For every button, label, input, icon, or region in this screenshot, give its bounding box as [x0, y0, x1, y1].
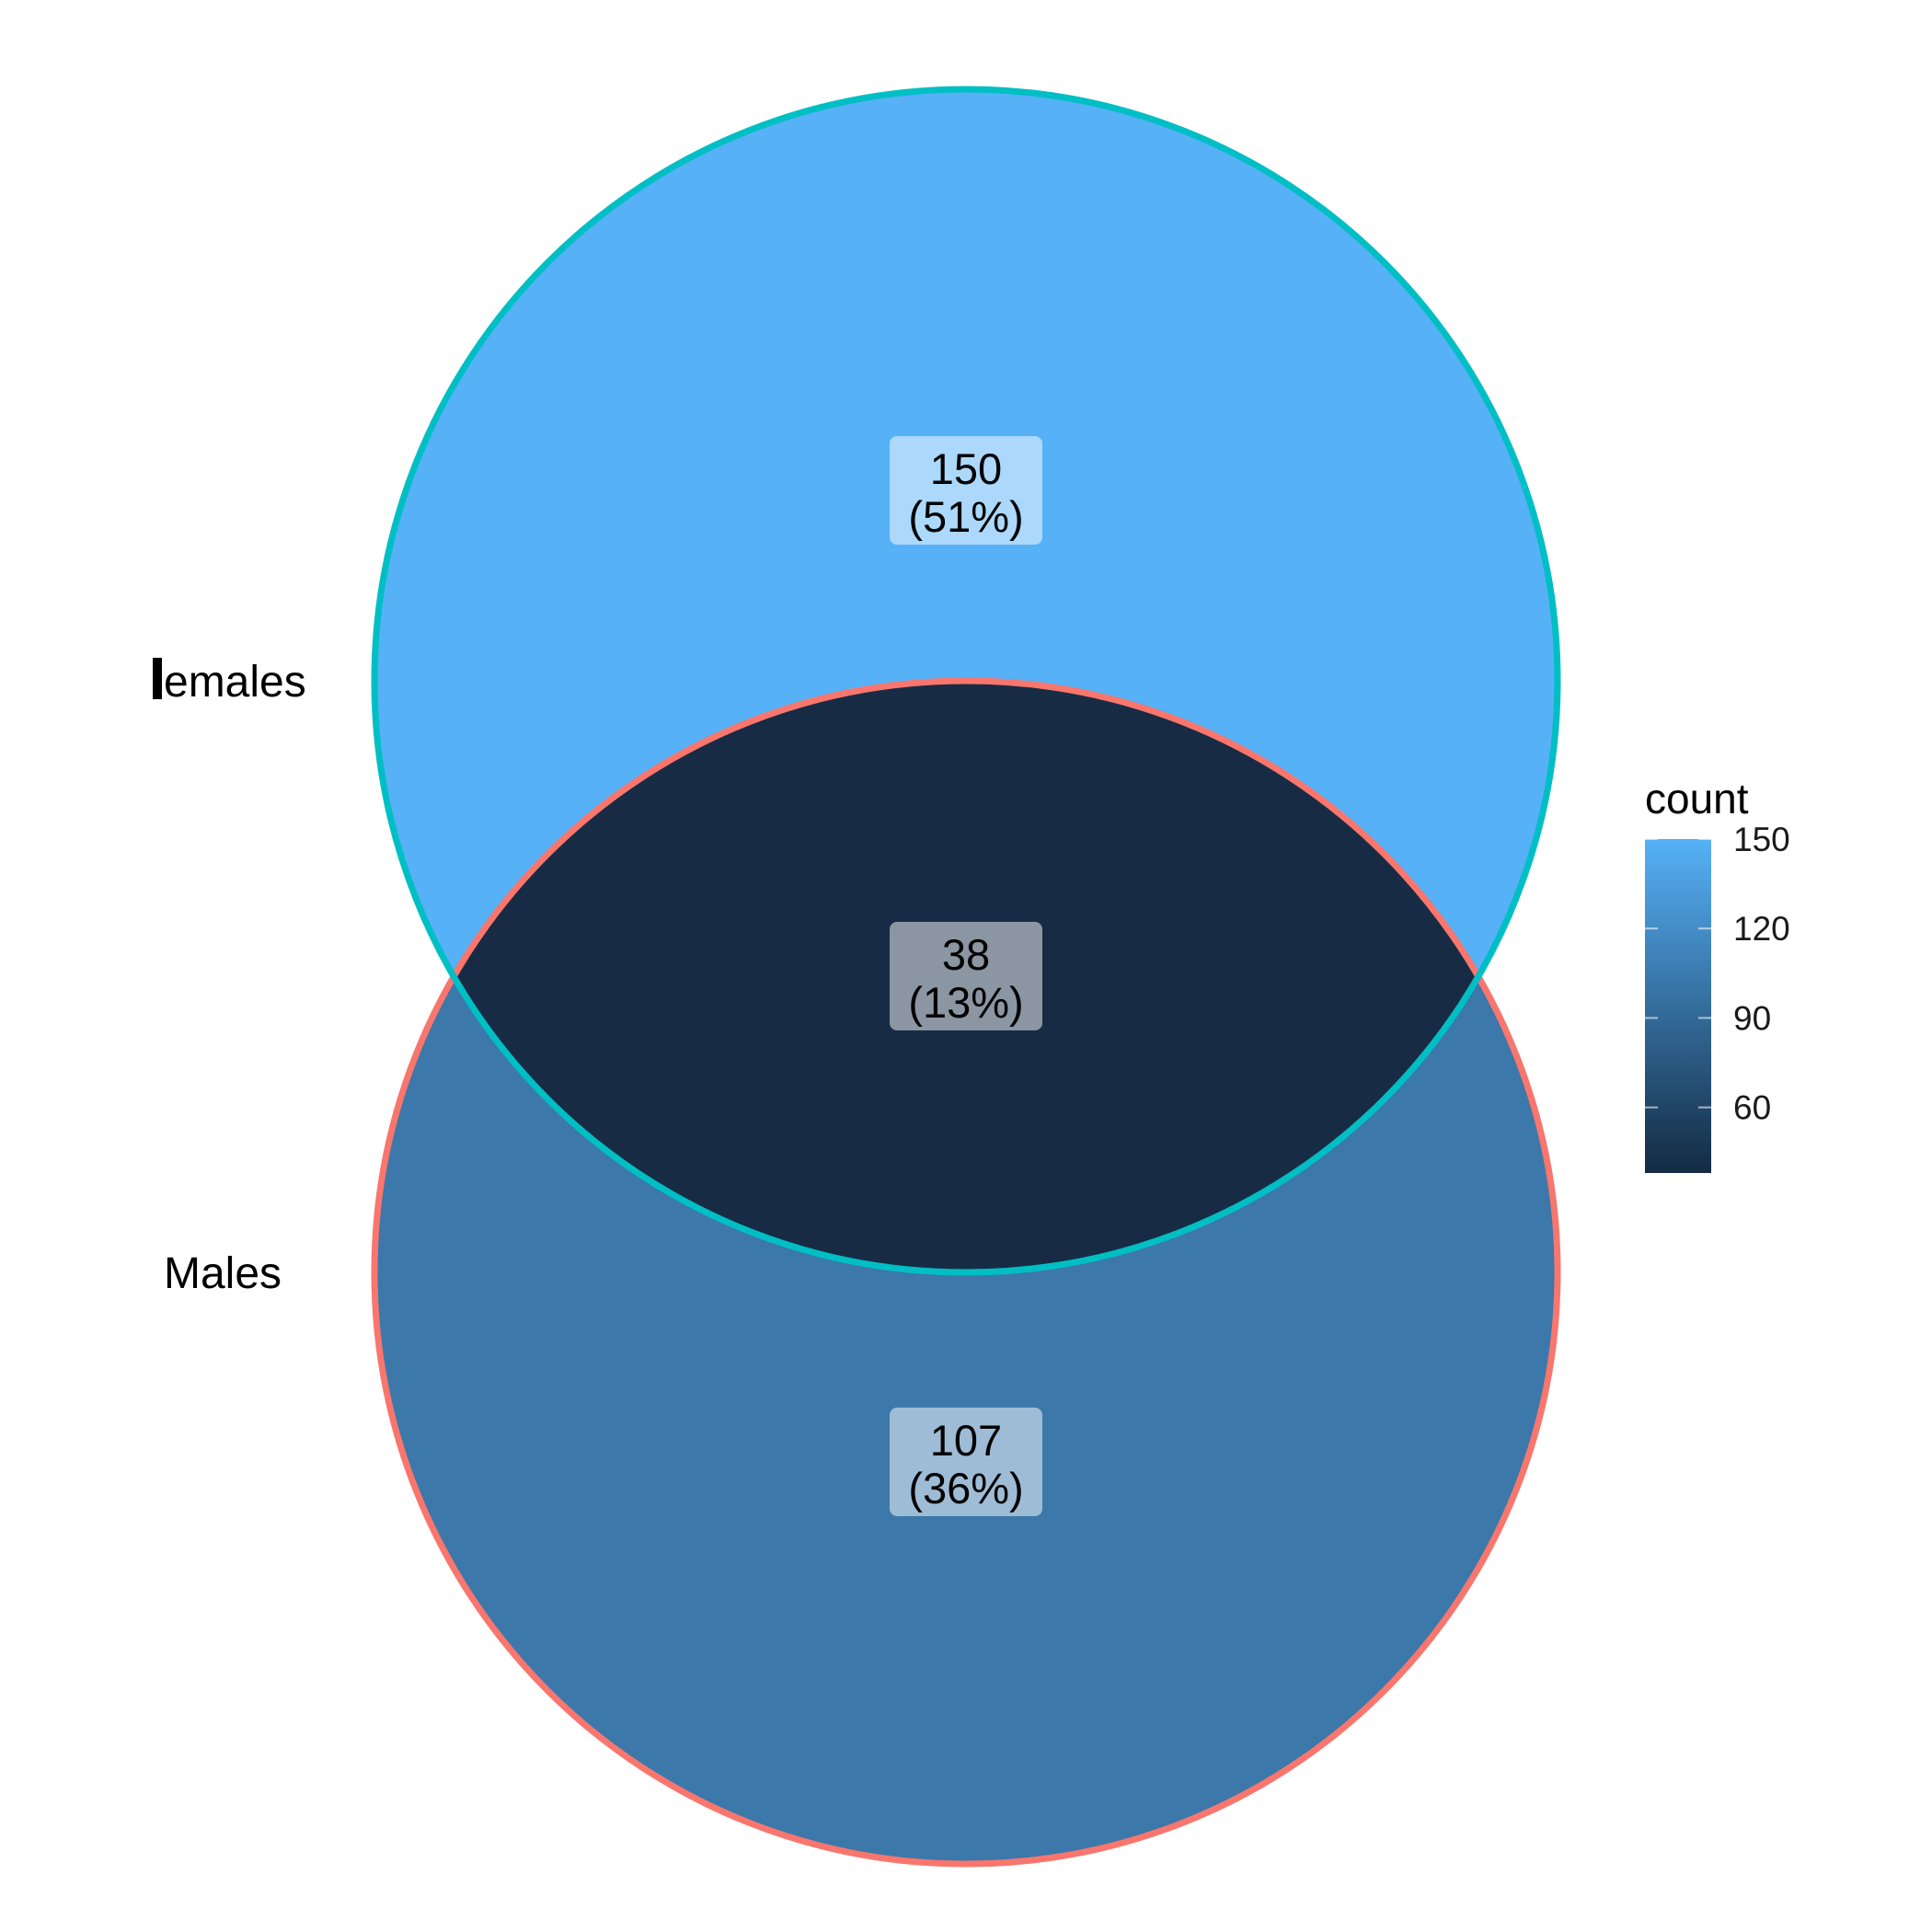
legend-tick-label: 60 — [1733, 1089, 1771, 1127]
intersection-percent: (13%) — [908, 978, 1023, 1027]
legend-tick-label: 90 — [1733, 999, 1771, 1037]
count-legend: count 60 90 120 150 — [1645, 775, 1790, 1173]
legend-title: count — [1645, 775, 1749, 822]
males-set-label: Males — [164, 1249, 282, 1298]
legend-tick-label: 120 — [1733, 910, 1790, 948]
males-only-label: 107 (36%) — [890, 1408, 1042, 1516]
females-only-count: 150 — [930, 444, 1002, 493]
intersection-region — [374, 681, 1558, 1272]
legend-ticks: 60 90 120 150 — [1645, 821, 1790, 1127]
females-outline — [371, 86, 1561, 1276]
females-only-percent: (51%) — [908, 492, 1023, 541]
females-label-clipped-glyph — [153, 658, 162, 699]
legend-colorbar — [1645, 839, 1711, 1173]
intersection-count: 38 — [942, 930, 990, 979]
intersection-label: 38 (13%) — [890, 922, 1042, 1030]
males-outline — [371, 677, 1561, 1868]
males-only-percent: (36%) — [908, 1464, 1023, 1512]
females-only-label: 150 (51%) — [890, 436, 1042, 545]
legend-tick-label: 150 — [1733, 821, 1790, 858]
females-set-label: emales — [164, 658, 306, 707]
males-only-count: 107 — [930, 1416, 1002, 1465]
